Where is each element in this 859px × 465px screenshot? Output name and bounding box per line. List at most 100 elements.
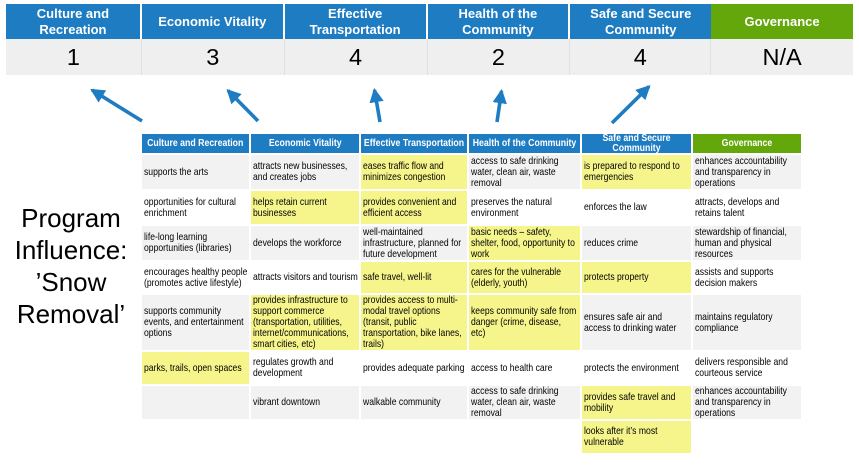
matrix-cell-text: well-maintained infrastructure, planned … — [363, 225, 462, 260]
score-band-header: Health of the Community — [427, 4, 571, 39]
arrow-up-icon — [610, 84, 651, 125]
score-value: 2 — [427, 39, 571, 75]
matrix-column-header: Economic Vitality — [250, 134, 359, 153]
arrow-up-icon — [226, 88, 260, 123]
matrix-cell-text: reduces crime — [584, 236, 639, 249]
score-value: 1 — [6, 39, 142, 75]
matrix-cell-text: eases traffic flow and minimizes congest… — [363, 160, 446, 183]
arrow-up-icon — [90, 88, 143, 123]
matrix-cell-text: assists and supports decision makers — [695, 265, 774, 289]
matrix-cell: access to health care — [469, 352, 580, 384]
matrix-cell: eases traffic flow and minimizes congest… — [361, 155, 467, 189]
matrix-cell-text: helps retain current businesses — [252, 195, 327, 219]
matrix-cell: provides adequate parking — [361, 352, 467, 384]
matrix-cell: provides infrastructure to support comme… — [250, 294, 359, 350]
score-value: 4 — [284, 39, 428, 75]
matrix-cell-text: provides convenient and efficient access — [363, 195, 457, 219]
matrix-cell-text: opportunities for cultural enrichment — [144, 195, 236, 219]
matrix-cell: enhances accountability and transparency… — [693, 155, 801, 189]
matrix-cell-text: parks, trails, open spaces — [144, 361, 242, 374]
matrix-cell-text: enhances accountability and transparency… — [695, 154, 787, 189]
score-band: Culture and Recreation Economic Vitality… — [6, 4, 853, 75]
score-band-header: Economic Vitality — [141, 4, 285, 39]
matrix-cell-text: is prepared to respond to emergencies — [584, 160, 680, 183]
matrix-column-header: Effective Transportation — [361, 134, 467, 153]
matrix-cell-text: looks after it’s most vulnerable — [584, 425, 658, 448]
page-title: Program Influence: ’Snow Removal’ — [14, 203, 128, 329]
matrix-cell-text: basic needs – safety, shelter, food, opp… — [471, 225, 575, 260]
matrix-cell: develops the workforce — [250, 226, 359, 260]
matrix-cell-text: develops the workforce — [252, 236, 342, 249]
matrix-cell-text: safe travel, well-lit — [363, 271, 432, 283]
matrix-row: parks, trails, open spaces regulates gro… — [142, 352, 801, 384]
matrix-cell-text: enhances accountability and transparency… — [695, 385, 787, 419]
matrix-cell: supports community events, and entertain… — [142, 295, 249, 350]
matrix-column-header: Governance — [693, 134, 801, 153]
matrix-cell: attracts, develops and retains talent — [693, 191, 801, 224]
matrix-cell-text: stewardship of financial, human and phys… — [695, 225, 787, 260]
matrix-column-header: Safe and Secure Community — [582, 134, 691, 153]
matrix-cell — [361, 421, 467, 453]
matrix-cell-text: provides adequate parking — [363, 361, 465, 374]
matrix-cell-text: maintains regulatory compliance — [695, 310, 773, 334]
matrix-cell-text: keeps community safe from danger (crime,… — [471, 305, 577, 339]
matrix-cell: supports the arts — [142, 155, 249, 189]
matrix-cell: life-long learning opportunities (librar… — [142, 226, 249, 260]
matrix-cell: enforces the law — [582, 191, 691, 224]
matrix-column-header-label: Safe and Secure Community — [602, 133, 671, 154]
score-value: 4 — [570, 39, 712, 75]
matrix-cell-text: provides infrastructure to support comme… — [252, 294, 349, 350]
matrix-cell-text: cares for the vulnerable (elderly, youth… — [471, 265, 561, 289]
matrix-column-header-label: Governance — [721, 137, 773, 149]
matrix-row: supports the arts attracts new businesse… — [142, 155, 801, 189]
matrix-cell: delivers responsible and courteous servi… — [693, 352, 801, 384]
matrix-cell-text: protects property — [584, 271, 649, 283]
score-value: N/A — [711, 39, 853, 75]
matrix-cell: helps retain current businesses — [250, 191, 359, 224]
matrix-cell-text: regulates growth and development — [252, 356, 333, 379]
matrix-cell: provides convenient and efficient access — [361, 191, 467, 224]
matrix-cell: preserves the natural environment — [469, 191, 580, 224]
arrow-up-icon — [492, 88, 507, 123]
matrix-column-header: Health of the Community — [469, 134, 580, 153]
score-band-scores: 1 3 4 2 4 N/A — [6, 39, 853, 75]
matrix-cell — [250, 421, 359, 453]
matrix-cell-text: ensures safe air and access to drinking … — [584, 310, 677, 334]
matrix-body: supports the arts attracts new businesse… — [142, 155, 801, 453]
matrix-column-header-label: Effective Transportation — [363, 137, 465, 149]
matrix-row: encourages healthy people (promotes acti… — [142, 262, 801, 293]
matrix-cell-text: life-long learning opportunities (librar… — [144, 231, 232, 254]
matrix-cell: provides safe travel and mobility — [582, 386, 691, 419]
matrix-cell-text: attracts visitors and tourism — [252, 271, 358, 283]
matrix-row: vibrant downtown walkable community acce… — [142, 386, 801, 419]
matrix-column-header-label: Health of the Community — [472, 137, 577, 149]
matrix-header-row: Culture and Recreation Economic Vitality… — [142, 134, 801, 153]
score-band-headers: Culture and Recreation Economic Vitality… — [6, 4, 853, 39]
matrix-cell-text: preserves the natural environment — [471, 195, 552, 219]
matrix-cell: looks after it’s most vulnerable — [582, 421, 691, 453]
matrix-cell-text: protects the environment — [584, 361, 679, 374]
matrix-cell: ensures safe air and access to drinking … — [582, 295, 691, 350]
matrix-cell: protects property — [582, 262, 691, 293]
matrix-column-header: Culture and Recreation — [142, 134, 249, 153]
matrix-cell: regulates growth and development — [250, 352, 359, 384]
matrix-cell: provides access to multi-modal travel op… — [361, 295, 467, 350]
matrix-cell: attracts new businesses, and creates job… — [250, 155, 359, 189]
matrix-cell-text: access to health care — [471, 361, 553, 374]
matrix-cell-text: encourages healthy people (promotes acti… — [144, 265, 248, 289]
matrix-cell-text: vibrant downtown — [252, 396, 320, 408]
matrix-cell: cares for the vulnerable (elderly, youth… — [469, 262, 580, 293]
score-band-header: Effective Transportation — [284, 4, 428, 39]
matrix-cell: maintains regulatory compliance — [693, 295, 801, 350]
matrix-cell-text: walkable community — [363, 396, 441, 408]
score-band-header: Governance — [711, 4, 853, 39]
matrix-cell: keeps community safe from danger (crime,… — [469, 295, 580, 350]
matrix-cell: access to safe drinking water, clean air… — [469, 155, 580, 189]
matrix-cell: stewardship of financial, human and phys… — [693, 226, 801, 260]
influence-matrix-table: Culture and Recreation Economic Vitality… — [140, 132, 803, 455]
matrix-cell — [142, 421, 249, 453]
matrix-cell: is prepared to respond to emergencies — [582, 155, 691, 189]
matrix-cell: safe travel, well-lit — [361, 262, 467, 293]
matrix-cell-text: supports the arts — [144, 165, 209, 178]
